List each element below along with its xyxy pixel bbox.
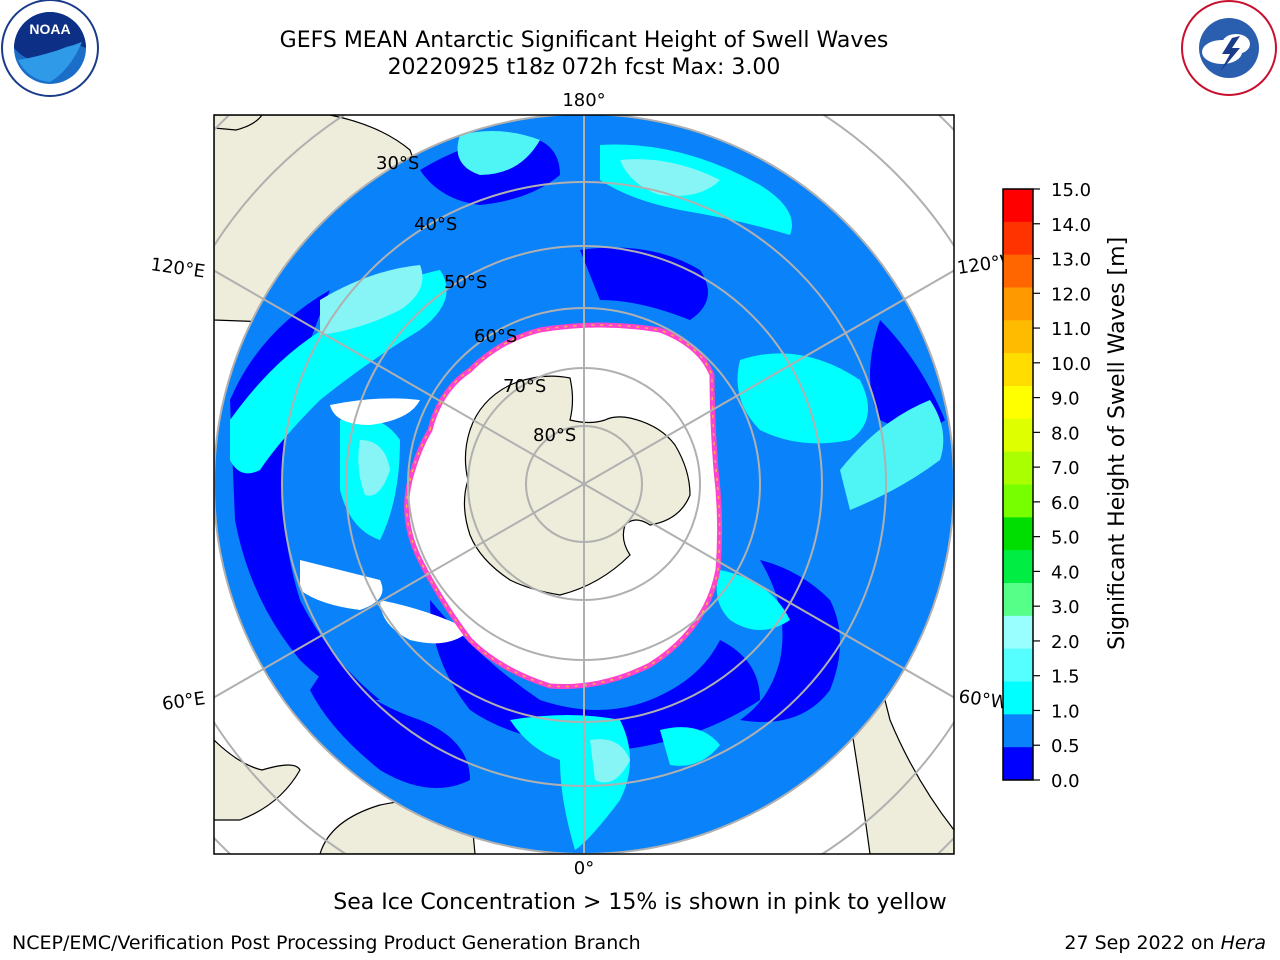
lat-label-50s: 50°S	[444, 272, 487, 293]
colorbar-swatch	[1003, 189, 1033, 223]
lon-label-180: 180°	[562, 90, 605, 111]
colorbar-swatch	[1003, 747, 1033, 781]
colorbar-swatch	[1003, 550, 1033, 584]
lat-label-80s: 80°S	[533, 425, 576, 446]
footer-host: Hera	[1220, 932, 1266, 954]
colorbar-swatch	[1003, 583, 1033, 617]
colorbar-tick-label: 12.0	[1051, 284, 1091, 305]
colorbar-tick-label: 6.0	[1051, 493, 1080, 514]
colorbar-tick-label: 0.5	[1051, 736, 1080, 757]
colorbar-swatch	[1003, 418, 1033, 453]
colorbar-tick-label: 8.0	[1051, 423, 1080, 444]
colorbar-tick-label: 9.0	[1051, 389, 1080, 410]
colorbar-swatch	[1003, 254, 1033, 288]
colorbar-tick-label: 15.0	[1051, 180, 1091, 201]
colorbar-tick-label: 0.0	[1051, 771, 1080, 792]
noaa-logo: NOAA	[1, 0, 99, 97]
colorbar: 15.0 14.0 13.0 12.0 11.0 10.0 9.0 8.0 7.0 6.0 5.0 4…	[1002, 180, 1091, 792]
map-frame	[213, 114, 955, 855]
colorbar-swatch	[1003, 386, 1033, 420]
map-title: GEFS MEAN Antarctic Significant Height o…	[279, 28, 889, 53]
colorbar-tick-label: 4.0	[1051, 562, 1080, 583]
lon-label-0: 0°	[574, 858, 594, 879]
footer-credit: NCEP/EMC/Verification Post Processing Pr…	[12, 932, 641, 954]
colorbar-tick-label: 10.0	[1051, 354, 1091, 375]
colorbar-swatch	[1003, 615, 1033, 650]
colorbar-swatch	[1003, 517, 1033, 551]
colorbar-swatch	[1003, 221, 1033, 256]
colorbar-tick-label: 13.0	[1051, 250, 1091, 271]
sea-ice-note: Sea Ice Concentration > 15% is shown in …	[333, 890, 947, 915]
map-subtitle: 20220925 t18z 072h fcst Max: 3.00	[387, 55, 781, 80]
lat-label-30s: 30°S	[376, 153, 419, 174]
colorbar-tick-label: 3.0	[1051, 597, 1080, 618]
lon-label-60e: 60°E	[161, 688, 207, 715]
lat-label-70s: 70°S	[503, 376, 546, 397]
colorbar-tick-label: 2.0	[1051, 632, 1080, 653]
colorbar-swatch	[1003, 648, 1033, 682]
nws-logo	[1181, 0, 1277, 96]
footer-date-text: 27 Sep 2022 on	[1064, 932, 1221, 954]
footer-date: 27 Sep 2022 on Hera	[1064, 932, 1266, 954]
colorbar-swatch	[1003, 353, 1033, 387]
colorbar-swatch	[1003, 451, 1033, 485]
colorbar-swatch	[1003, 484, 1033, 518]
colorbar-swatch	[1003, 320, 1033, 354]
colorbar-tick-label: 11.0	[1051, 319, 1091, 340]
colorbar-tick-label: 5.0	[1051, 528, 1080, 549]
colorbar-tick-label: 14.0	[1051, 215, 1091, 236]
colorbar-tick-label: 1.0	[1051, 701, 1080, 722]
colorbar-tick-label: 1.5	[1051, 667, 1080, 688]
colorbar-swatch	[1003, 681, 1033, 715]
colorbar-swatch	[1003, 287, 1033, 321]
colorbar-tick-label: 7.0	[1051, 458, 1080, 479]
colorbar-title: Significant Height of Swell Waves [m]	[1105, 236, 1130, 650]
lat-label-60s: 60°S	[474, 326, 517, 347]
colorbar-swatch	[1003, 714, 1033, 748]
lon-label-120e: 120°E	[149, 254, 206, 282]
lon-label-60w: 60°W	[957, 686, 1009, 714]
lat-label-40s: 40°S	[414, 214, 457, 235]
colorbar-border	[1002, 188, 1034, 781]
noaa-logo-text: NOAA	[29, 21, 70, 37]
